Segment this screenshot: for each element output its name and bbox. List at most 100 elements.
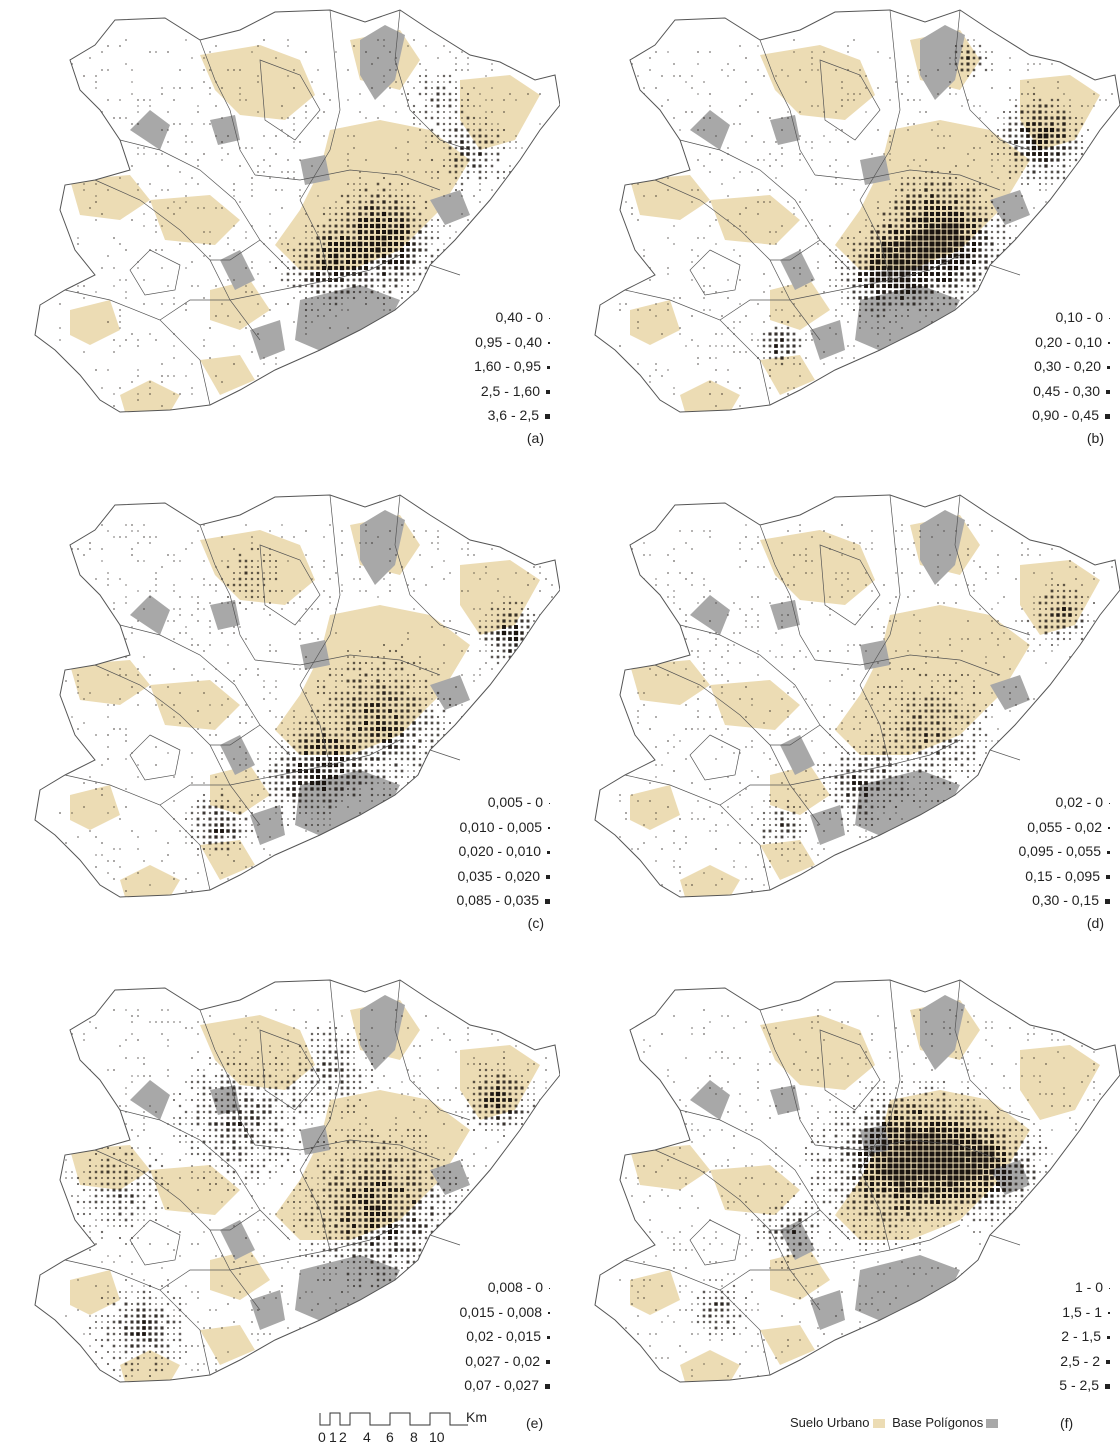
density-dot (1038, 625, 1042, 629)
density-dot (365, 842, 367, 844)
density-dot (943, 674, 945, 676)
density-dot (1027, 69, 1029, 71)
density-dot (907, 81, 909, 83)
density-dot (703, 237, 705, 239)
density-dot (545, 770, 547, 772)
density-dot (1032, 170, 1036, 174)
density-dot (323, 704, 325, 706)
density-dot (484, 176, 488, 180)
density-dot (293, 141, 295, 143)
density-dot (637, 327, 639, 329)
density-dot (1069, 656, 1071, 658)
density-dot (996, 236, 1000, 240)
density-dot (1027, 644, 1029, 646)
density-dot (1062, 158, 1066, 162)
density-dot (984, 206, 988, 210)
density-dot (709, 650, 711, 652)
density-dot (539, 147, 541, 149)
density-dot (978, 212, 982, 216)
density-dot (1008, 170, 1012, 174)
density-dot (841, 183, 843, 185)
density-dot (322, 284, 326, 288)
density-dot (521, 147, 523, 149)
density-dot (381, 726, 387, 732)
density-dot (119, 674, 121, 676)
density-dot (341, 590, 343, 592)
density-dot (125, 584, 127, 586)
density-dot (293, 728, 295, 730)
density-dot (419, 668, 421, 670)
density-dot (382, 691, 386, 695)
density-dot (269, 225, 271, 227)
density-dot (137, 399, 139, 401)
density-dot (473, 123, 475, 125)
density-dot (155, 225, 157, 227)
density-dot (137, 542, 139, 544)
density-dot (715, 219, 717, 221)
density-dot (305, 860, 307, 862)
density-dot (389, 285, 391, 287)
density-dot (973, 381, 975, 383)
density-dot (787, 201, 789, 203)
density-dot (335, 680, 337, 682)
urban-area (120, 865, 180, 897)
density-dot (341, 542, 343, 544)
density-dot (1069, 566, 1071, 568)
density-dot (382, 206, 386, 210)
density-dot (191, 285, 193, 287)
density-dot (346, 200, 350, 204)
density-dot (245, 770, 247, 772)
municipal-boundary (299, 684, 331, 766)
density-dot (358, 721, 362, 725)
density-dot (65, 147, 67, 149)
density-dot (984, 188, 988, 192)
density-dot (875, 277, 881, 283)
density-dot (310, 278, 314, 282)
density-dot (991, 153, 993, 155)
density-dot (466, 152, 470, 156)
density-dot (280, 775, 284, 779)
density-dot (936, 188, 940, 192)
density-dot (95, 782, 97, 784)
density-dot (377, 351, 379, 353)
density-dot (960, 206, 964, 210)
density-dot (461, 321, 463, 323)
density-dot (449, 524, 451, 526)
density-dot (882, 284, 886, 288)
density-dot (413, 369, 415, 371)
density-dot (786, 344, 790, 348)
base-polygon (920, 510, 965, 585)
density-dot (954, 278, 958, 282)
density-dot (869, 253, 875, 259)
density-dot (769, 243, 771, 245)
density-dot (1044, 104, 1048, 108)
density-dot (334, 230, 338, 234)
density-dot (448, 721, 452, 725)
density-dot (370, 781, 374, 785)
density-dot (352, 212, 356, 216)
density-dot (113, 608, 115, 610)
density-dot (625, 530, 627, 532)
density-dot (763, 201, 765, 203)
density-dot (497, 129, 499, 131)
density-dot (1021, 554, 1023, 556)
density-dot (978, 44, 982, 48)
density-dot (455, 345, 457, 347)
density-dot (1081, 63, 1083, 65)
density-dot (479, 201, 481, 203)
density-dot (358, 709, 362, 713)
density-dot (311, 578, 313, 580)
density-dot (107, 530, 109, 532)
density-dot (310, 793, 314, 797)
density-dot (1031, 145, 1037, 151)
density-dot (245, 99, 247, 101)
density-dot (275, 572, 277, 574)
density-dot (412, 721, 416, 725)
density-dot (179, 596, 181, 598)
density-dot (221, 117, 223, 119)
density-dot (220, 829, 224, 833)
density-dot (947, 211, 953, 217)
density-dot (292, 799, 296, 803)
density-dot (491, 63, 493, 65)
density-dot (930, 200, 934, 204)
